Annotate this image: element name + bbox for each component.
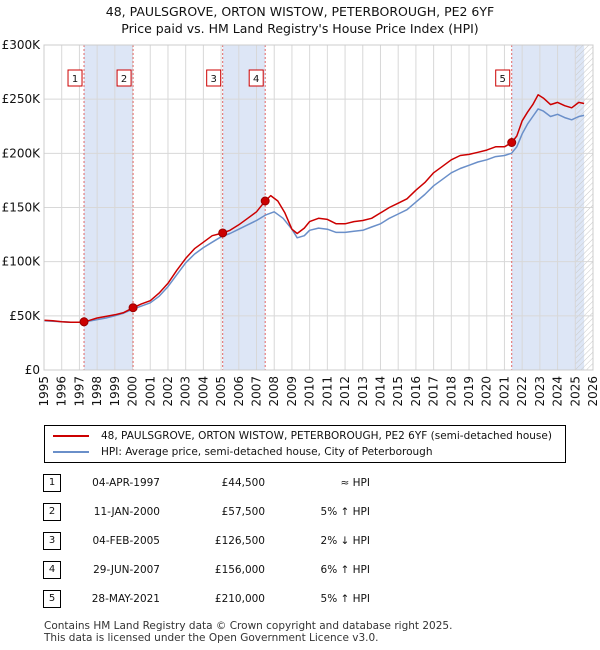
sale-number: 3 — [43, 532, 61, 550]
sale-price: £126,500 — [214, 535, 265, 547]
x-tick-label: 2012 — [338, 376, 352, 407]
x-tick-label: 2011 — [320, 376, 334, 407]
x-tick-label: 2015 — [391, 376, 405, 407]
x-tick-label: 1995 — [37, 376, 51, 407]
x-tick-label: 2022 — [515, 376, 529, 407]
x-tick-label: 2006 — [232, 376, 246, 407]
sale-row: 5 28-MAY-2021 £210,000 5% ↑ HPI — [0, 590, 600, 610]
x-tick-label: 2017 — [427, 376, 441, 407]
sale-row: 2 11-JAN-2000 £57,500 5% ↑ HPI — [0, 503, 600, 523]
legend-label-property: 48, PAULSGROVE, ORTON WISTOW, PETERBOROU… — [101, 430, 552, 442]
plot-frame — [43, 44, 594, 371]
sale-row: 1 04-APR-1997 £44,500 ≈ HPI — [0, 474, 600, 494]
hpi-line — [43, 108, 585, 324]
sale-point — [260, 196, 270, 206]
x-tick-label: 1999 — [108, 376, 122, 407]
x-tick-label: 2025 — [568, 376, 582, 407]
legend-label-hpi: HPI: Average price, semi-detached house,… — [101, 446, 433, 458]
sale-marker-box — [248, 69, 264, 87]
sale-hpi-comparison: ≈ HPI — [340, 477, 370, 489]
y-tick-label: £50K — [9, 309, 41, 323]
sale-date: 29-JUN-2007 — [93, 564, 160, 576]
sale-number: 2 — [43, 503, 61, 521]
chart-subtitle: Price paid vs. HM Land Registry's House … — [121, 21, 479, 36]
x-tick-label: 2000 — [126, 376, 140, 407]
x-tick-label: 1996 — [55, 376, 69, 407]
sale-price: £210,000 — [214, 593, 265, 605]
x-tick-label: 2023 — [533, 376, 547, 407]
legend-swatch-hpi — [53, 451, 89, 453]
x-tick-label: 2021 — [497, 376, 511, 407]
x-tick-label: 2009 — [285, 376, 299, 407]
sale-date: 11-JAN-2000 — [93, 506, 160, 518]
sale-row: 4 29-JUN-2007 £156,000 6% ↑ HPI — [0, 561, 600, 581]
x-tick-label: 2008 — [267, 376, 281, 407]
sale-point — [79, 317, 89, 327]
y-tick-label: £300K — [2, 38, 42, 52]
sale-date: 04-APR-1997 — [92, 477, 160, 489]
x-tick-label: 2026 — [586, 376, 600, 407]
x-tick-label: 2007 — [250, 376, 264, 407]
sale-marker-box — [116, 69, 132, 87]
legend-item-property: 48, PAULSGROVE, ORTON WISTOW, PETERBOROU… — [53, 428, 552, 444]
footer-copyright: Contains HM Land Registry data © Crown c… — [44, 620, 453, 632]
x-tick-label: 2019 — [462, 376, 476, 407]
sale-row: 3 04-FEB-2005 £126,500 2% ↓ HPI — [0, 532, 600, 552]
sale-marker-box — [495, 69, 511, 87]
price-chart: 1 2 3 4 5 £0 £50K £100K £150K £200K £250K £300K 199… — [2, 38, 600, 407]
sale-hpi-comparison: 5% ↑ HPI — [320, 506, 370, 518]
footer-licence: This data is licensed under the Open Gov… — [44, 632, 379, 644]
sale-date: 28-MAY-2021 — [91, 593, 160, 605]
sale-marker-box — [206, 69, 222, 87]
y-tick-label: £150K — [2, 201, 42, 215]
sale-number: 5 — [43, 590, 61, 608]
sale-point — [218, 228, 228, 238]
sale-price: £57,500 — [221, 506, 265, 518]
sale-point — [128, 303, 138, 313]
x-tick-label: 2013 — [356, 376, 370, 407]
x-tick-label: 2004 — [196, 376, 210, 407]
x-tick-label: 2005 — [214, 376, 228, 407]
sale-hpi-comparison: 2% ↓ HPI — [320, 535, 370, 547]
sale-hpi-comparison: 5% ↑ HPI — [320, 593, 370, 605]
sale-marker-label: 1 — [72, 74, 78, 85]
sale-marker-label: 2 — [121, 74, 127, 85]
sale-hpi-comparison: 6% ↑ HPI — [320, 564, 370, 576]
legend-item-hpi: HPI: Average price, semi-detached house,… — [53, 444, 433, 460]
y-tick-label: £100K — [2, 255, 42, 269]
sale-price: £156,000 — [214, 564, 265, 576]
sale-marker-label: 5 — [500, 74, 506, 85]
chart-title: 48, PAULSGROVE, ORTON WISTOW, PETERBOROU… — [105, 4, 495, 19]
x-tick-label: 2002 — [161, 376, 175, 407]
sale-marker-label: 3 — [211, 74, 217, 85]
x-tick-label: 2016 — [409, 376, 423, 407]
sale-price: £44,500 — [221, 477, 265, 489]
x-tick-label: 1998 — [90, 376, 104, 407]
x-tick-label: 2018 — [444, 376, 458, 407]
x-tick-label: 2001 — [143, 376, 157, 407]
chart-legend: 48, PAULSGROVE, ORTON WISTOW, PETERBOROU… — [44, 425, 566, 463]
sale-point — [507, 138, 517, 147]
sale-date: 04-FEB-2005 — [92, 535, 160, 547]
x-tick-label: 2014 — [373, 376, 387, 407]
legend-swatch-property — [53, 435, 89, 437]
sale-marker-label: 4 — [253, 74, 259, 85]
sale-marker-box — [67, 69, 83, 87]
y-tick-label: £200K — [2, 146, 42, 160]
y-tick-label: £250K — [2, 92, 42, 106]
x-tick-label: 2024 — [551, 376, 565, 407]
y-tick-label: £0 — [25, 363, 40, 377]
x-tick-label: 2003 — [179, 376, 193, 407]
x-tick-label: 2020 — [480, 376, 494, 407]
x-tick-label: 1997 — [72, 376, 86, 407]
sale-number: 4 — [43, 561, 61, 579]
sale-number: 1 — [43, 474, 61, 492]
x-tick-label: 2010 — [303, 376, 317, 407]
